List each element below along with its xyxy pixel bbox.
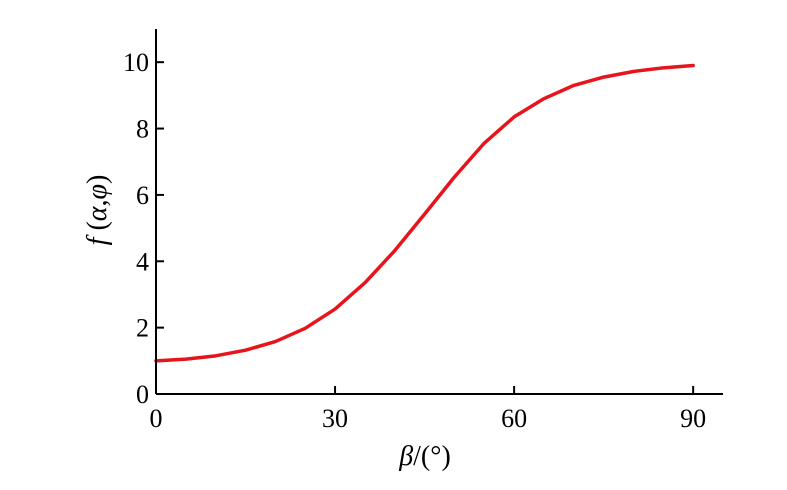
y-axis-title-arg1: α [82,205,113,221]
y-tick-label: 4 [136,247,149,276]
y-axis-title-open: ( [82,221,113,237]
axes: 0 2 4 6 8 10 0 30 60 90 [123,29,723,433]
y-axis-title: f (α,φ) [82,175,113,246]
y-tick-label: 10 [123,48,149,77]
x-tick-label: 90 [680,404,706,433]
y-axis-title-func: f [82,234,113,245]
y-ticks: 0 2 4 6 8 10 [123,48,164,409]
x-tick-label: 0 [150,404,163,433]
y-axis-title-comma: , [82,200,113,207]
series-line-0 [154,63,695,363]
plot-area [154,63,695,363]
y-tick-label: 6 [136,181,149,210]
y-axis-title-arg2: φ [82,184,113,200]
x-tick-label: 60 [501,404,527,433]
x-axis-title-unit: /(°) [413,441,451,472]
y-axis-title-close: ) [82,175,113,184]
x-ticks: 0 30 60 90 [150,386,706,433]
y-tick-label: 0 [136,380,149,409]
x-axis-title-symbol: β [398,441,413,472]
y-tick-label: 2 [136,314,149,343]
x-tick-label: 30 [322,404,348,433]
y-tick-label: 8 [136,115,149,144]
x-axis-title: β/(°) [398,441,451,472]
